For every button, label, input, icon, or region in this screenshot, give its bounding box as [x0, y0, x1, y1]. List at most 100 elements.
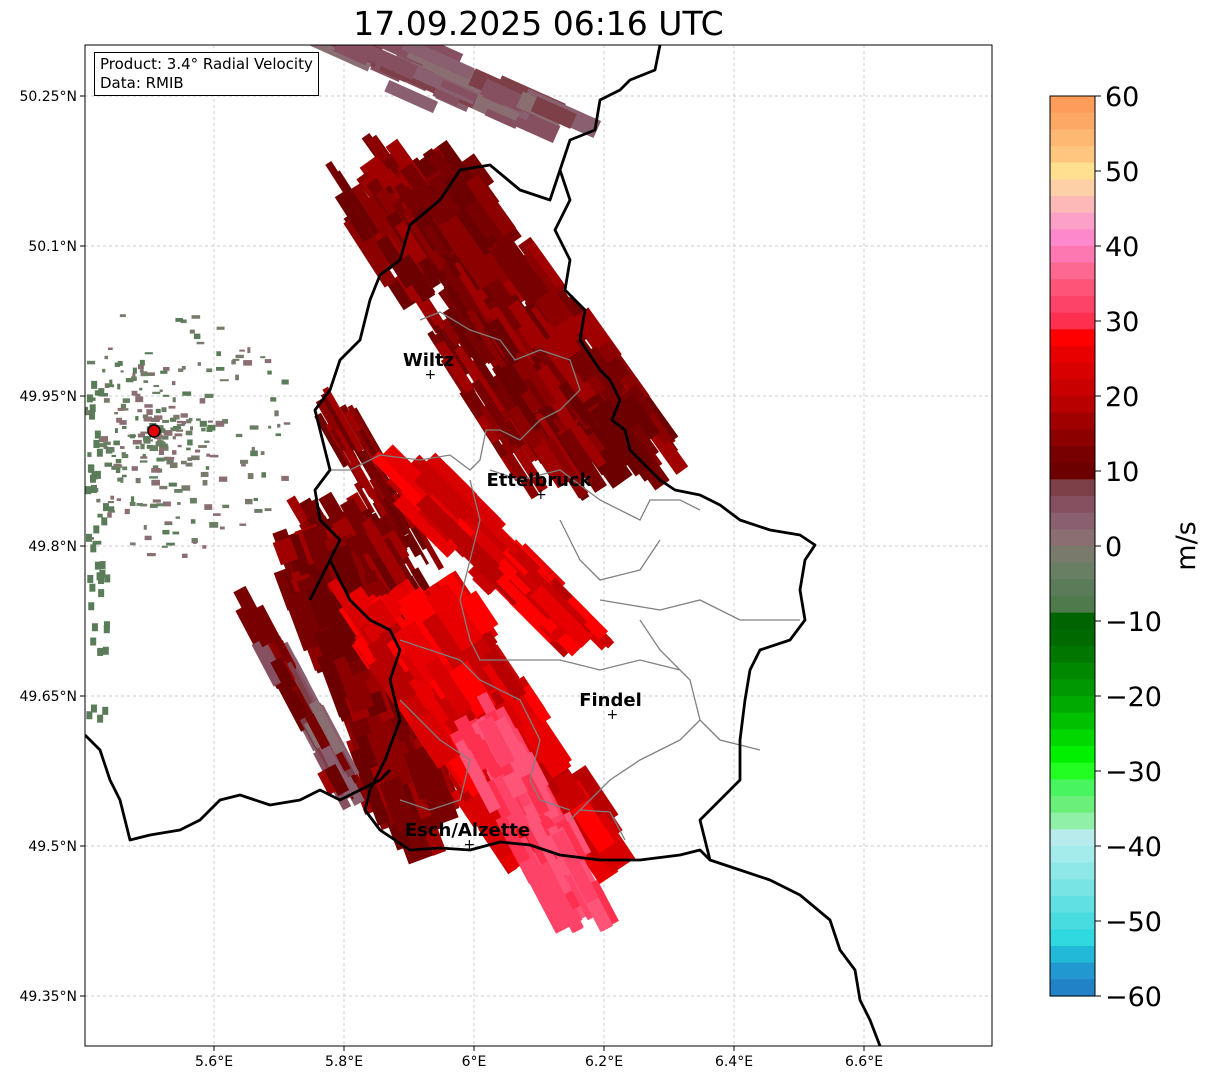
colorbar-segment	[1050, 346, 1095, 364]
clutter-cell	[105, 451, 113, 454]
clutter-cell	[120, 403, 127, 409]
echo-cell	[514, 349, 557, 408]
echo-cell	[334, 170, 380, 236]
clutter-cell	[251, 446, 255, 453]
colorbar-segment	[1050, 762, 1095, 780]
colorbar-segment	[1050, 662, 1095, 680]
clutter-cell	[97, 513, 103, 518]
clutter-cell	[96, 498, 101, 503]
echo-cell	[569, 414, 633, 489]
clutter-cell	[140, 443, 145, 450]
clutter-cell	[159, 445, 167, 451]
lon-tick-label: 6°E	[462, 1054, 487, 1070]
clutter-cell	[90, 484, 97, 493]
colorbar-segment	[1050, 396, 1095, 414]
clutter-cell	[176, 429, 184, 432]
clutter-cell	[114, 428, 118, 434]
clutter-cell	[76, 473, 80, 476]
axis-ticks: 5.6°E 5.8°E 6°E 6.2°E 6.4°E 6.6°E 50.25°N 50.1°…	[19, 89, 883, 1070]
clutter-cell	[260, 451, 265, 456]
echo-cell	[270, 656, 297, 692]
clutter-cell	[231, 360, 236, 365]
clutter-cell	[216, 367, 225, 371]
clutter-cell	[218, 476, 228, 482]
clutter-cell	[139, 359, 145, 366]
clutter-cell	[90, 397, 96, 401]
lat-tick-label: 49.95°N	[19, 389, 77, 405]
echo-cell	[398, 586, 438, 627]
clutter-cell	[104, 355, 109, 360]
colorbar-segment	[1050, 196, 1095, 214]
clutter-cell	[151, 467, 161, 473]
clutter-cell	[89, 404, 96, 413]
echo-cell	[519, 301, 559, 349]
clutter-cell	[140, 431, 148, 434]
echo-cell	[272, 536, 299, 566]
clutter-cell	[253, 497, 259, 501]
echo-cell	[471, 94, 520, 127]
echo-cell	[453, 714, 493, 772]
colorbar-segment	[1050, 162, 1095, 180]
colorbar-segment	[1050, 246, 1095, 264]
clutter-cell	[181, 553, 188, 558]
lon-tick-label: 6.6°E	[845, 1054, 883, 1070]
echo-cell	[570, 799, 616, 854]
clutter-cell	[200, 471, 209, 477]
clutter-cell	[185, 462, 193, 467]
city-marker: +	[464, 837, 476, 853]
clutter-cell	[163, 366, 170, 371]
colorbar-segment	[1050, 596, 1095, 614]
echo-cell	[436, 214, 500, 290]
echo-cell	[525, 751, 549, 788]
clutter-cell	[75, 451, 81, 455]
colorbar-segment	[1050, 229, 1095, 247]
clutter-cell	[189, 426, 194, 431]
clutter-cell	[190, 519, 196, 524]
clutter-cell	[68, 496, 74, 499]
clutter-cell	[245, 498, 253, 505]
clutter-cell	[162, 394, 170, 397]
echo-cell	[327, 544, 365, 596]
colorbar-segment	[1050, 529, 1095, 547]
clutter-cell	[180, 319, 187, 324]
lat-tick-label: 49.35°N	[19, 989, 77, 1005]
colorbar-segment	[1050, 896, 1095, 914]
clutter-cell	[216, 326, 225, 330]
clutter-cell	[89, 583, 96, 592]
clutter-cell	[85, 406, 89, 412]
echo-cell	[645, 412, 673, 445]
lat-tick-label: 49.8°N	[28, 539, 77, 555]
clutter-cell	[173, 425, 181, 429]
clutter-cell	[168, 405, 176, 409]
echo-cell	[519, 386, 542, 414]
clutter-cell	[53, 452, 57, 455]
clutter-cell	[215, 420, 225, 427]
colorbar-segment	[1050, 96, 1095, 114]
clutter-cell	[209, 454, 219, 458]
echo-cell	[397, 254, 436, 303]
echo-cell	[503, 419, 525, 448]
echo-cell	[487, 773, 530, 832]
clutter-cell	[281, 475, 289, 481]
clutter-cell	[270, 397, 277, 402]
clutter-cell	[122, 425, 127, 429]
echo-cell	[456, 590, 499, 638]
clutter-cell	[103, 621, 110, 630]
echo-cell	[408, 54, 488, 104]
clutter-cell	[197, 362, 202, 366]
colorbar-segment	[1050, 512, 1095, 530]
clutter-cell	[172, 450, 177, 455]
clutter-cell	[90, 544, 97, 553]
colorbar-segment	[1050, 279, 1095, 297]
echo-cell	[511, 444, 548, 493]
clutter-cell	[180, 460, 187, 465]
clutter-cell	[249, 425, 259, 430]
clutter-cell	[235, 354, 244, 359]
lon-tick-label: 6.4°E	[715, 1054, 753, 1070]
echo-cell	[524, 567, 588, 631]
echo-cell	[530, 438, 571, 489]
clutter-cell	[152, 391, 161, 395]
city-label: Esch/Alzette	[405, 820, 530, 841]
clutter-cell	[186, 419, 192, 424]
clutter-cell	[45, 464, 53, 469]
